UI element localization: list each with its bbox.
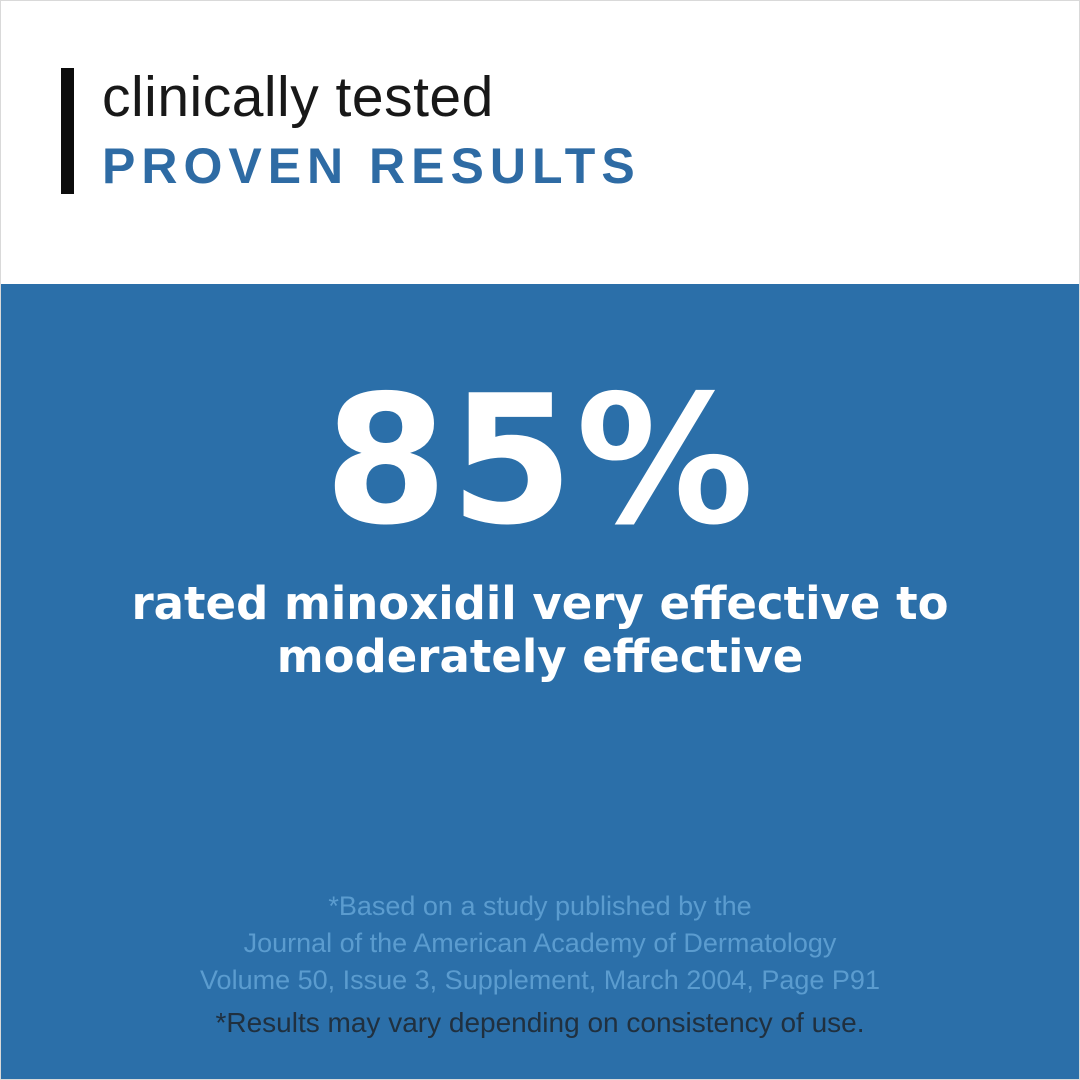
header-subtitle: clinically tested <box>102 65 494 129</box>
stat-section: 85% rated minoxidil very effective to mo… <box>1 284 1079 1079</box>
stat-value: 85% <box>323 357 757 564</box>
stat-description-line-1: rated minoxidil very effective to <box>131 577 949 630</box>
citation-line-1: *Based on a study published by the <box>328 891 752 922</box>
citation: *Based on a study published by the Journ… <box>200 888 880 998</box>
stat-description-line-2: moderately effective <box>276 629 804 683</box>
citation-line-3: Volume 50, Issue 3, Supplement, March 20… <box>200 964 880 995</box>
stat-description: rated minoxidil very effective to modera… <box>131 577 949 683</box>
disclaimer: *Results may vary depending on consisten… <box>215 1007 865 1039</box>
header-title: PROVEN RESULTS <box>102 138 641 195</box>
accent-bar <box>61 68 74 194</box>
header-text: clinically tested PROVEN RESULTS <box>102 63 641 196</box>
citation-line-2: Journal of the American Academy of Derma… <box>243 928 837 958</box>
header-section: clinically tested PROVEN RESULTS <box>1 1 1079 284</box>
